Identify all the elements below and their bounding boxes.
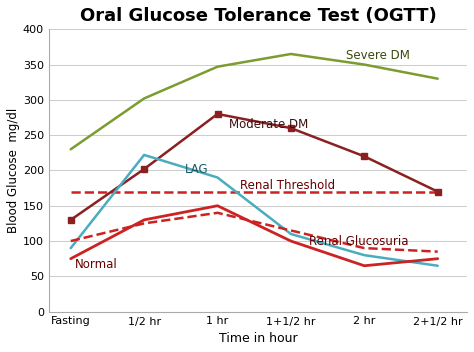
Title: Oral Glucose Tolerance Test (OGTT): Oral Glucose Tolerance Test (OGTT) [80, 7, 436, 25]
Text: Renal Glucosuria: Renal Glucosuria [309, 234, 409, 247]
X-axis label: Time in hour: Time in hour [219, 332, 297, 345]
Text: Renal Threshold: Renal Threshold [239, 179, 335, 192]
Y-axis label: Blood Glucose  mg/dl: Blood Glucose mg/dl [7, 108, 20, 233]
Text: LAG: LAG [184, 163, 208, 176]
Text: Severe DM: Severe DM [346, 49, 410, 62]
Text: Normal: Normal [74, 258, 117, 271]
Text: Moderate DM: Moderate DM [228, 118, 308, 131]
